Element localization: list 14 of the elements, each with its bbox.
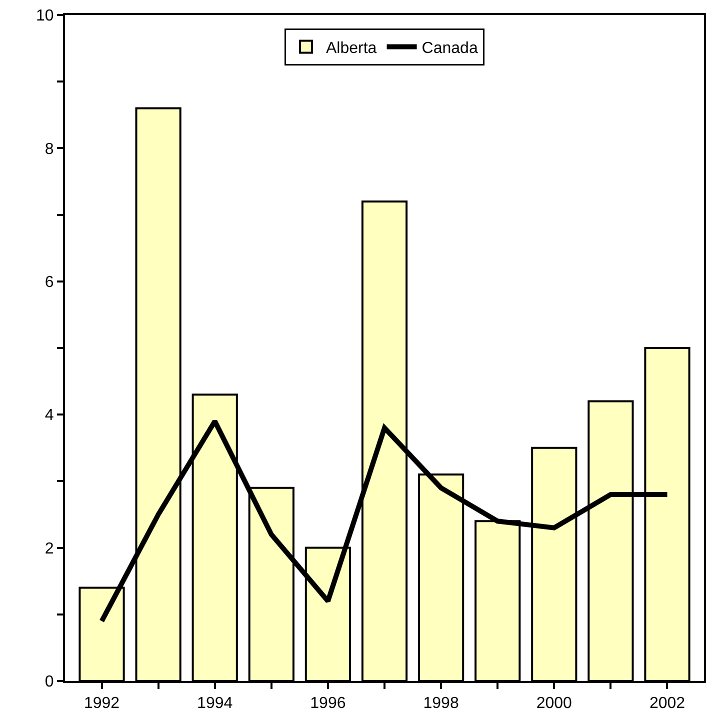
- x-tick-label: 2002: [649, 695, 686, 712]
- x-tick-label: 1994: [197, 695, 233, 712]
- x-tick-label: 1996: [310, 695, 346, 712]
- legend-label: Canada: [422, 40, 478, 57]
- y-tick-label: 0: [44, 674, 54, 691]
- x-tick-label: 1992: [84, 695, 120, 712]
- y-tick-label: 2: [44, 540, 54, 558]
- x-tick-label: 1998: [423, 695, 459, 712]
- y-tick-label: 4: [44, 407, 54, 424]
- y-tick-label: 8: [44, 140, 54, 158]
- legend-label: Alberta: [326, 40, 377, 57]
- x-tick-label: 2000: [536, 695, 572, 712]
- y-tick-label: 6: [44, 274, 54, 291]
- y-tick-label: 10: [36, 8, 54, 25]
